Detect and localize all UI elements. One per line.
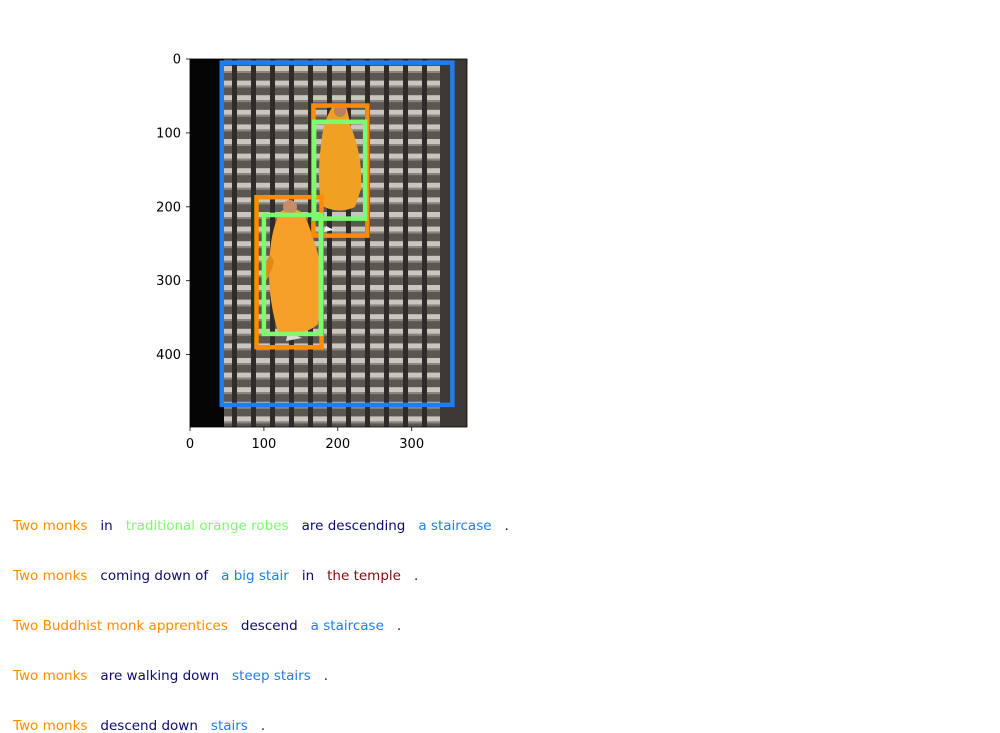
box-scene [219, 60, 455, 408]
caption-phrase: in [301, 568, 315, 583]
caption-phrase: Two Buddhist monk apprentices [13, 618, 228, 633]
y-tick-label: 0 [173, 53, 181, 68]
caption-phrase: descend [240, 618, 298, 633]
caption-phrase: are descending [301, 518, 406, 533]
caption-phrase: a big stair [221, 568, 289, 583]
caption-phrase: . [396, 618, 402, 633]
box-clothing-2 [311, 119, 368, 221]
caption-phrase: a staircase [418, 518, 492, 533]
figure-plot: 0 100 200 300 0 100 200 300 400 [156, 53, 468, 452]
caption-phrase: . [504, 518, 509, 533]
caption-phrase: Two monks [13, 668, 88, 683]
caption-line: Two monks descend down stairs. [13, 718, 278, 733]
caption-phrase: Two monks [13, 518, 88, 533]
caption-phrase: coming down of [100, 568, 209, 583]
caption-phrase: in [100, 518, 113, 533]
caption-phrase: . [323, 668, 329, 683]
x-tick-label: 300 [399, 437, 424, 452]
x-tick-label: 200 [325, 437, 350, 452]
caption-line: Two Buddhist monk apprentices descend a st… [13, 618, 414, 633]
x-tick-label: 0 [186, 437, 194, 452]
y-tick-label: 300 [156, 274, 181, 289]
caption-line: Two monks are walking down steep stairs. [13, 668, 341, 683]
x-tick-label: 100 [251, 437, 276, 452]
caption-phrase: traditional orange robes [125, 518, 289, 533]
y-tick-label: 100 [156, 126, 181, 141]
caption-phrase: descend down [100, 718, 198, 733]
caption-phrase: the temple [327, 568, 401, 583]
caption-line: Two monks coming down of a big stair in the … [13, 568, 431, 583]
y-tick-label: 400 [156, 348, 181, 363]
caption-phrase: steep stairs [232, 668, 311, 683]
caption-phrase: stairs [210, 718, 248, 733]
caption-phrase: a staircase [310, 618, 384, 633]
caption-phrase: . [260, 718, 266, 733]
photo-two-monks-on-stairs [190, 59, 467, 427]
caption-line: Two monks in traditional orange robes are d… [13, 518, 522, 533]
caption-phrase: Two monks [13, 718, 88, 733]
caption-phrase: are walking down [100, 668, 220, 683]
y-tick-label: 200 [156, 200, 181, 215]
caption-phrase: . [413, 568, 419, 583]
plot-frame [189, 58, 468, 428]
caption-phrase: Two monks [13, 568, 88, 583]
box-clothing-1 [261, 212, 324, 337]
